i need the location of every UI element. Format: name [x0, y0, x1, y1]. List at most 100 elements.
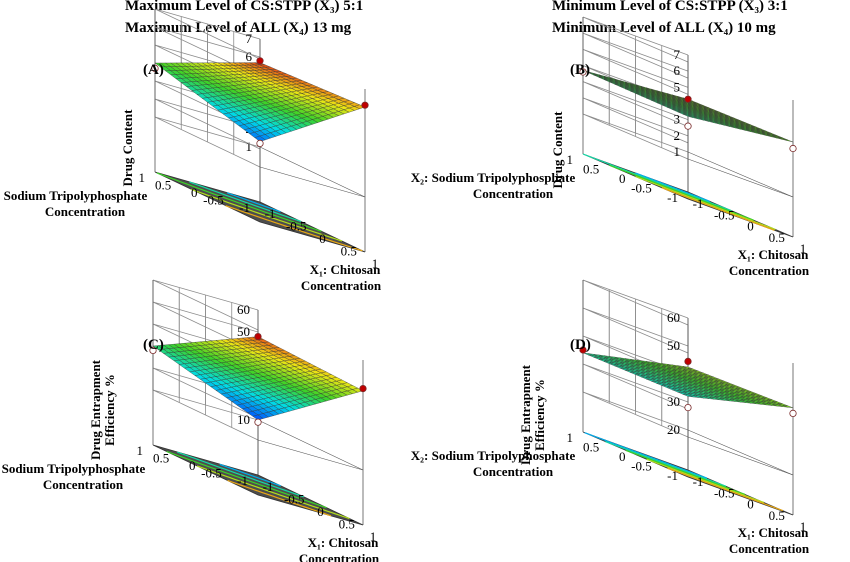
- x-axis-label-line: Concentration: [729, 263, 810, 278]
- z-tick-label: 5: [674, 79, 681, 94]
- box-edge: [259, 166, 366, 198]
- z-tick-label: 6: [246, 49, 253, 64]
- design-point: [149, 346, 157, 354]
- chart-panel-4: 2030405060-1-0.500.51-1-0.500.51(D)Drug …: [411, 279, 810, 556]
- y-tick-label: -0.5: [201, 466, 222, 481]
- box-edge: [687, 158, 794, 198]
- y-axis-label-line: Concentration: [43, 477, 124, 492]
- design-point: [256, 139, 264, 147]
- x-tick-label: -1: [693, 474, 704, 489]
- z-tick-label: 60: [237, 302, 250, 317]
- contour-line: [646, 458, 765, 504]
- contour-line: [219, 463, 282, 487]
- z-axis-label-line: Drug Content: [550, 111, 565, 189]
- x-tick-label: 0: [319, 231, 326, 246]
- chart-panel-3: 102030405060-1-0.500.51-1-0.500.51(C)Dru…: [0, 279, 380, 562]
- y-tick-label: -0.5: [631, 181, 652, 196]
- design-point: [151, 64, 159, 73]
- y-tick-label: 1: [139, 170, 146, 185]
- header-left-line-1: Maximum Level of CS:STPP (X₃) 5:1: [125, 0, 364, 14]
- y-tick-label: -1: [239, 200, 250, 215]
- x-tick-label: -0.5: [714, 485, 735, 500]
- x-axis-label-line: X₁: Chitosan: [310, 262, 381, 277]
- box-edge: [259, 146, 366, 198]
- y-tick-label: 0.5: [583, 440, 599, 455]
- y-tick-label: 0: [619, 449, 626, 464]
- response-surface: [582, 352, 794, 408]
- design-point: [789, 144, 797, 153]
- x-tick-label: -1: [263, 479, 274, 494]
- z-tick-label: 6: [674, 63, 681, 78]
- design-point: [256, 57, 264, 65]
- x-tick-label: -0.5: [714, 207, 735, 222]
- z-tick-label: 60: [667, 310, 680, 325]
- surface-cell: [782, 138, 794, 143]
- z-tick-label: 7: [674, 47, 681, 62]
- panel-label: (B): [570, 62, 590, 78]
- contour-line: [196, 465, 350, 520]
- chart-panel-1: 1234567-1-0.500.51-1-0.500.51(A)Drug Con…: [0, 8, 382, 293]
- contour-line: [609, 164, 754, 221]
- y-tick-label: 0.5: [583, 162, 599, 177]
- z-tick-label: 7: [246, 31, 253, 46]
- y-axis-label-line: X₂: Sodium Tripolyphosphate: [0, 188, 147, 203]
- design-point: [684, 95, 692, 103]
- contour-line: [227, 479, 332, 517]
- box-edge: [257, 439, 364, 471]
- z-axis-label-line: Drug Entrapment: [88, 359, 103, 460]
- y-tick-label: 0.5: [155, 178, 171, 193]
- y-tick-label: 0: [191, 185, 198, 200]
- contour-line: [177, 451, 304, 498]
- contour-line: [625, 449, 746, 495]
- z-tick-label: 1: [674, 144, 681, 159]
- x-tick-label: 0: [317, 504, 324, 519]
- header-right-line-1: Minimum Level of CS:STPP (X₃) 3:1: [552, 0, 788, 14]
- box-edge: [687, 436, 794, 476]
- design-point: [359, 384, 367, 393]
- y-tick-label: -1: [237, 473, 248, 488]
- z-tick-label: 50: [237, 324, 250, 339]
- x-tick-label: 0: [747, 497, 754, 512]
- y-tick-label: 1: [567, 152, 574, 167]
- contour-line: [226, 192, 281, 213]
- header-right-line-2: Minimum Level of ALL (X₄) 10 mg: [552, 20, 776, 36]
- z-axis-label-line: Drug Content: [120, 109, 135, 187]
- design-point: [254, 418, 262, 426]
- y-axis-label-line: X₂: Sodium Tripolyphosphate: [411, 170, 576, 185]
- z-axis-label: Drug Content: [550, 111, 565, 189]
- x-axis-label-line: X₁: Chitosan: [738, 247, 809, 262]
- x-tick-label: -1: [693, 196, 704, 211]
- x-tick-label: 0.5: [341, 244, 357, 259]
- y-tick-label: 0.5: [153, 451, 169, 466]
- panel-label: (C): [143, 337, 164, 353]
- z-tick-label: 20: [667, 422, 680, 437]
- design-point: [254, 332, 262, 341]
- y-tick-label: 0: [619, 171, 626, 186]
- box-edge: [687, 429, 794, 476]
- y-axis-label-line: Concentration: [45, 204, 126, 219]
- z-axis-label-line: Efficiency %: [102, 374, 117, 446]
- design-point: [361, 101, 369, 109]
- x-tick-label: -1: [265, 206, 276, 221]
- y-tick-label: 1: [567, 430, 574, 445]
- contour-line: [582, 153, 732, 212]
- x-tick-label: -0.5: [284, 492, 305, 507]
- x-tick-label: 0.5: [339, 517, 355, 532]
- y-axis-label-line: Concentration: [473, 186, 554, 201]
- design-point: [684, 357, 692, 365]
- x-tick-label: 1: [372, 256, 379, 271]
- z-axis-label-line: Efficiency %: [532, 379, 547, 451]
- y-tick-label: -1: [667, 468, 678, 483]
- contour-line: [605, 440, 727, 487]
- y-tick-label: -1: [667, 190, 678, 205]
- x-axis-label-line: X₁: Chitosan: [738, 525, 809, 540]
- y-axis-label-line: Concentration: [473, 464, 554, 479]
- panel-label: (A): [143, 62, 164, 78]
- design-point: [789, 409, 797, 417]
- x-tick-label: 0.5: [769, 230, 785, 245]
- x-axis-label-line: Concentration: [299, 551, 380, 562]
- contour-line: [584, 432, 708, 479]
- contour-line: [667, 467, 783, 512]
- y-tick-label: -0.5: [203, 193, 224, 208]
